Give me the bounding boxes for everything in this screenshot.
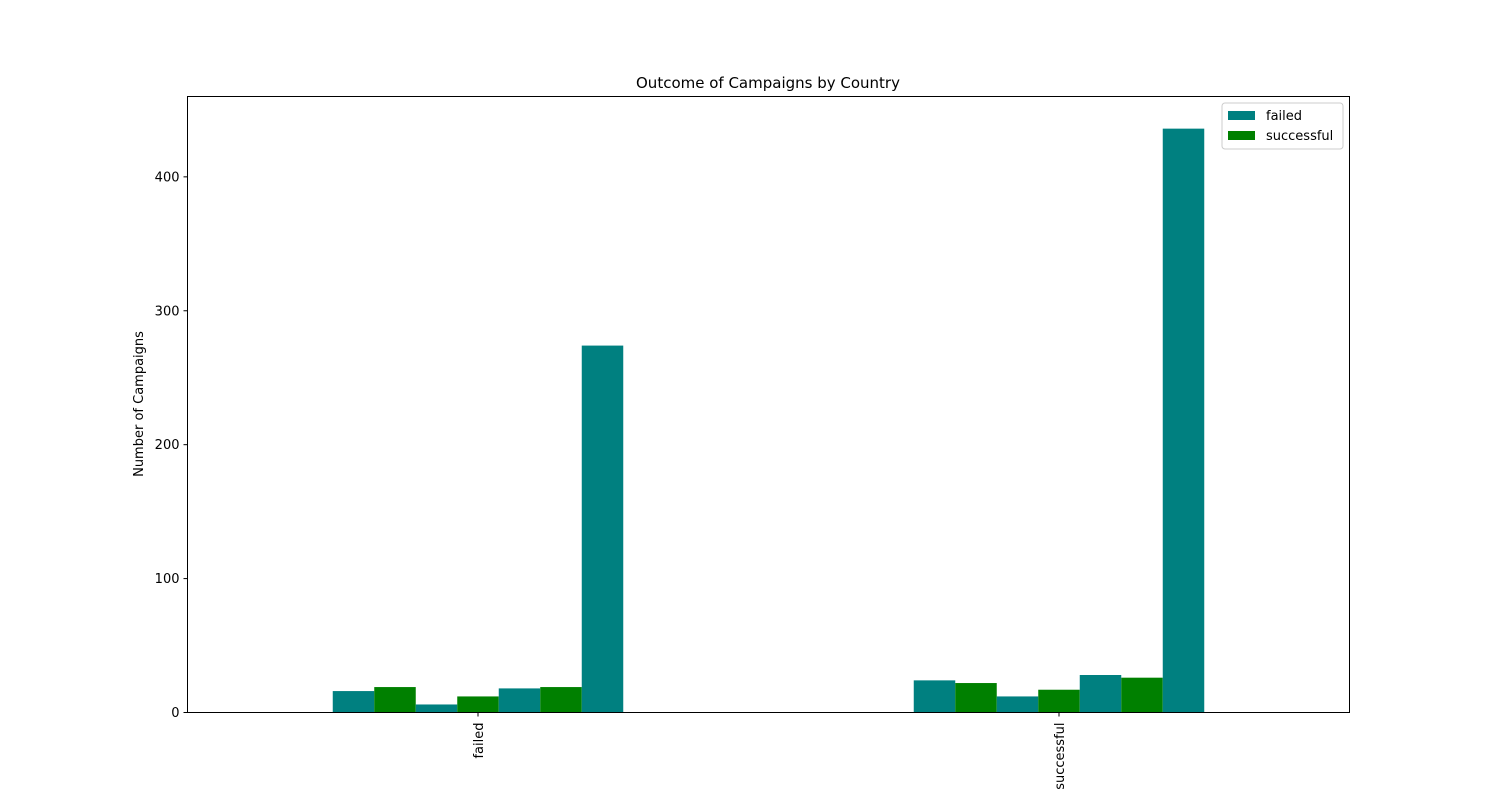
bar-failed-2 — [415, 704, 458, 713]
bar-failed-3 — [457, 696, 499, 713]
y-tick-label: 0 — [171, 706, 179, 721]
bar-failed-4 — [498, 688, 541, 713]
legend-swatch-successful — [1228, 131, 1255, 140]
x-ticks-group: failed successful — [472, 712, 1068, 790]
bar-successful-1 — [955, 683, 997, 713]
y-tick-label: 100 — [155, 572, 180, 587]
bar-successful-0 — [913, 680, 956, 713]
chart-title: Outcome of Campaigns by Country — [636, 74, 900, 92]
bar-failed-1 — [374, 687, 416, 713]
bars-group — [332, 128, 1205, 713]
plot-frame — [187, 96, 1350, 713]
bar-successful-5 — [1121, 677, 1163, 713]
x-tick-label: failed — [472, 723, 487, 759]
legend-label-failed: failed — [1266, 109, 1302, 124]
bar-successful-4 — [1079, 675, 1122, 713]
bar-failed-0 — [332, 691, 375, 713]
x-tick-label: successful — [1053, 723, 1068, 790]
bar-failed-6 — [581, 345, 624, 713]
bar-successful-6 — [1162, 128, 1205, 713]
y-axis-label: Number of Campaigns — [132, 331, 147, 477]
bar-successful-3 — [1038, 689, 1080, 713]
legend-label-successful: successful — [1266, 129, 1333, 144]
y-tick-label: 400 — [155, 170, 180, 185]
bar-failed-5 — [540, 687, 582, 713]
y-tick-label: 300 — [155, 304, 180, 319]
y-ticks-group: 0 100 200 300 400 — [155, 170, 188, 721]
legend: failed successful — [1221, 102, 1344, 150]
bar-successful-2 — [996, 696, 1039, 713]
y-tick-label: 200 — [155, 438, 180, 453]
legend-swatch-failed — [1228, 111, 1255, 120]
